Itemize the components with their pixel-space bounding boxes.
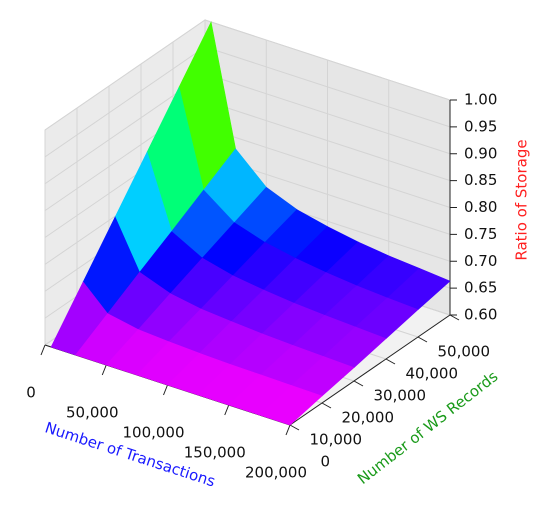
y-tick-label: 10,000 bbox=[310, 431, 363, 449]
grid-line bbox=[204, 19, 451, 101]
grid-line bbox=[204, 127, 451, 208]
y-tick-label: 40,000 bbox=[406, 365, 459, 383]
y-axis-line bbox=[289, 314, 451, 426]
x-tick-label: 150,000 bbox=[184, 444, 246, 462]
grid-line bbox=[44, 19, 206, 131]
tick-mark bbox=[285, 424, 291, 436]
tick-mark bbox=[417, 336, 428, 343]
surface-patch bbox=[258, 385, 323, 426]
z-tick-label: 0.80 bbox=[464, 198, 497, 216]
x-tick-label: 100,000 bbox=[122, 424, 184, 442]
tick-mark bbox=[321, 402, 332, 409]
grid-line bbox=[204, 46, 451, 128]
tick-mark bbox=[224, 404, 230, 416]
z-tick-label: 0.90 bbox=[464, 144, 497, 162]
grid-line bbox=[44, 46, 206, 158]
z-tick-label: 1.00 bbox=[464, 91, 497, 109]
z-tick-label: 0.75 bbox=[464, 225, 497, 243]
grid-line bbox=[204, 73, 451, 155]
x-tick-label: 0 bbox=[26, 384, 36, 402]
x-tick-label: 200,000 bbox=[245, 464, 307, 482]
tick-mark bbox=[449, 314, 460, 321]
tick-mark bbox=[353, 380, 364, 387]
y-tick-label: 30,000 bbox=[374, 387, 427, 405]
z-tick-label: 0.70 bbox=[464, 252, 497, 270]
tick-mark bbox=[385, 358, 396, 365]
tick-mark bbox=[40, 344, 46, 356]
tick-mark bbox=[289, 424, 300, 431]
z-tick-label: 0.95 bbox=[464, 117, 497, 135]
grid-line bbox=[204, 100, 451, 182]
z-tick-label: 0.85 bbox=[464, 171, 497, 189]
y-tick-label: 0 bbox=[320, 453, 330, 471]
y-axis-label: Number of WS Records bbox=[354, 367, 502, 488]
surface bbox=[50, 21, 451, 426]
y-tick-label: 50,000 bbox=[438, 343, 491, 361]
y-tick-label: 20,000 bbox=[342, 409, 395, 427]
z-tick-label: 0.65 bbox=[464, 279, 497, 297]
tick-mark bbox=[101, 364, 107, 376]
tick-mark bbox=[163, 384, 168, 396]
z-tick-label: 0.60 bbox=[464, 306, 497, 324]
x-tick-label: 50,000 bbox=[66, 404, 119, 422]
z-axis-label: Ratio of Storage bbox=[513, 139, 531, 260]
